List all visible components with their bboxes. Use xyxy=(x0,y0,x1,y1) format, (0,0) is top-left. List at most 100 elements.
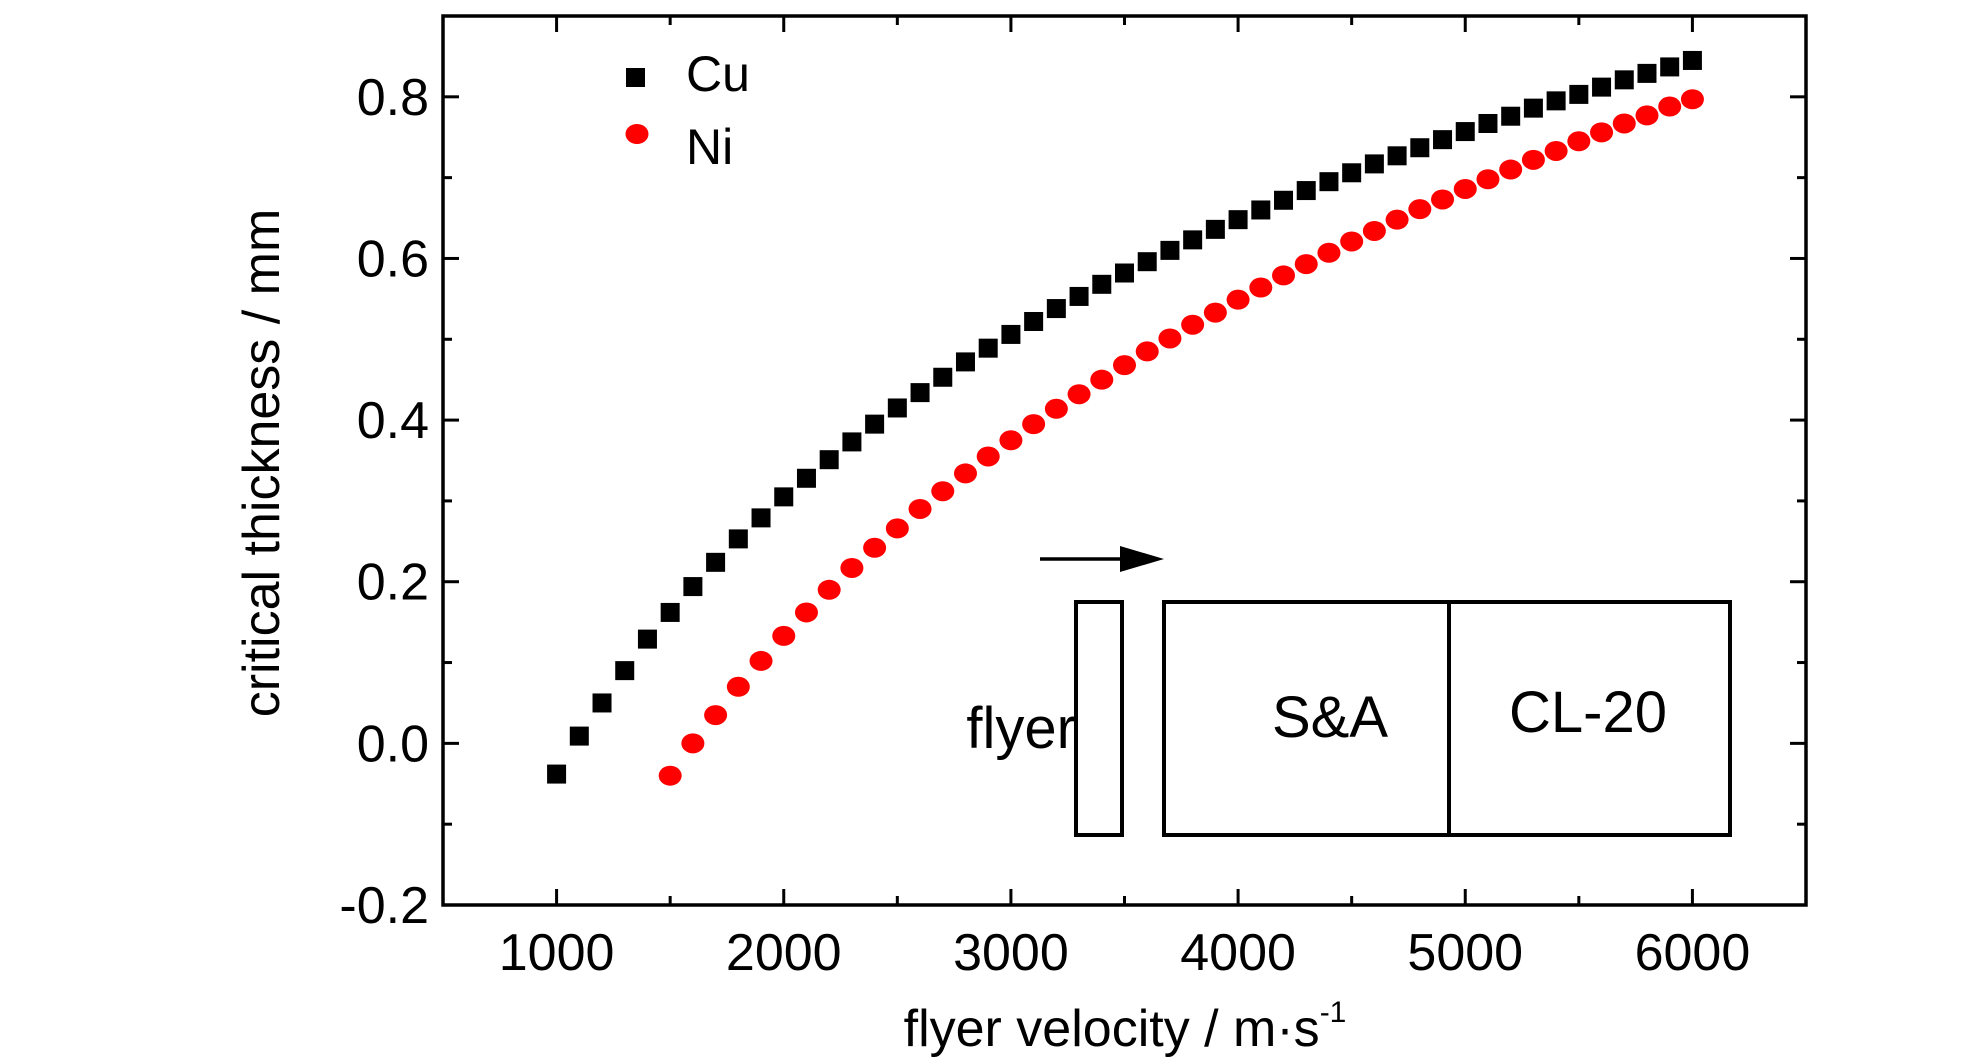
data-point-cu xyxy=(1455,122,1475,142)
data-point-cu xyxy=(728,529,748,549)
data-point-cu xyxy=(751,508,771,528)
data-point-cu xyxy=(1614,70,1634,90)
data-point-ni xyxy=(1612,113,1636,134)
data-point-ni xyxy=(1272,265,1296,286)
data-point-cu xyxy=(1569,84,1589,104)
data-point-ni xyxy=(749,650,773,671)
cl20-box xyxy=(1447,600,1732,837)
flyer-plate xyxy=(1074,600,1124,837)
x-tick-label: 1000 xyxy=(499,924,615,982)
y-tick-label: 0.2 xyxy=(357,554,429,612)
data-point-cu xyxy=(955,352,975,372)
data-point-ni xyxy=(1022,414,1046,435)
data-point-ni xyxy=(1544,140,1568,161)
data-point-cu xyxy=(592,693,612,713)
data-point-cu xyxy=(547,764,567,784)
flyer-label: flyer xyxy=(966,696,1076,761)
data-point-cu xyxy=(615,661,635,681)
data-point-ni xyxy=(794,602,818,623)
data-point-cu xyxy=(1387,146,1407,166)
sa-label: S&A xyxy=(1272,685,1388,750)
data-point-ni xyxy=(863,537,887,558)
data-point-cu xyxy=(1183,230,1203,250)
data-point-ni xyxy=(1590,122,1614,143)
data-point-ni xyxy=(908,498,932,519)
data-point-cu xyxy=(1501,106,1521,126)
data-point-cu xyxy=(819,450,839,470)
y-tick-label: 0.0 xyxy=(357,715,429,773)
data-point-cu xyxy=(1433,130,1453,150)
data-point-ni xyxy=(817,579,841,600)
data-point-cu xyxy=(1046,299,1066,319)
data-point-ni xyxy=(1181,314,1205,335)
data-point-ni xyxy=(976,446,1000,467)
flyer-direction-arrow-head xyxy=(1120,546,1164,572)
data-point-ni xyxy=(1499,159,1523,180)
data-point-cu xyxy=(1024,311,1044,331)
data-point-ni xyxy=(1044,398,1068,419)
data-marks xyxy=(547,50,1704,786)
data-point-ni xyxy=(1090,369,1114,390)
y-tick-label: -0.2 xyxy=(339,877,429,935)
data-point-cu xyxy=(569,726,589,746)
series-ni xyxy=(658,89,1704,786)
data-point-ni xyxy=(1113,355,1136,376)
data-point-ni xyxy=(1567,131,1591,152)
x-tick-label: 2000 xyxy=(726,924,842,982)
data-point-ni xyxy=(840,557,864,578)
data-point-ni xyxy=(1340,231,1364,252)
data-point-ni xyxy=(1453,178,1477,199)
data-point-cu xyxy=(1228,210,1248,230)
data-point-ni xyxy=(1203,302,1227,323)
data-point-cu xyxy=(1069,286,1089,306)
data-point-cu xyxy=(910,383,930,403)
series-cu xyxy=(547,50,1702,784)
y-tick-label: 0.6 xyxy=(357,230,429,288)
data-point-ni xyxy=(1408,199,1432,220)
x-tick-label: 3000 xyxy=(953,924,1069,982)
x-tick-label: 4000 xyxy=(1180,924,1296,982)
data-point-ni xyxy=(704,705,728,726)
data-point-cu xyxy=(796,468,816,488)
data-point-ni xyxy=(1385,209,1409,230)
axes: 1000 2000 3000 4000 5000 6000 -0.2 0.0 0.2 0.4 0.6… xyxy=(233,14,1808,1058)
data-point-ni xyxy=(1158,328,1182,349)
legend-label-ni: Ni xyxy=(686,119,733,175)
x-tick-label: 6000 xyxy=(1635,924,1751,982)
data-point-cu xyxy=(1251,200,1271,220)
data-point-ni xyxy=(1476,169,1500,190)
data-point-ni xyxy=(772,625,796,646)
inset-diagram: flyer S&A CL-20 xyxy=(966,546,1732,837)
data-point-cu xyxy=(1205,219,1225,239)
data-point-cu xyxy=(706,552,726,572)
data-point-cu xyxy=(683,577,703,597)
x-axis-title: flyer velocity / m·s-1 xyxy=(904,996,1347,1058)
data-point-cu xyxy=(1478,113,1498,133)
data-point-cu xyxy=(1592,77,1612,97)
data-point-cu xyxy=(1342,163,1362,183)
data-point-ni xyxy=(726,676,750,697)
data-point-cu xyxy=(1546,91,1566,111)
data-point-cu xyxy=(978,338,998,358)
legend-label-cu: Cu xyxy=(686,46,750,102)
data-point-ni xyxy=(1521,149,1545,170)
y-tick-label: 0.8 xyxy=(357,69,429,127)
cl20-label: CL-20 xyxy=(1509,680,1667,745)
data-point-cu xyxy=(842,432,862,452)
legend-marker-ni xyxy=(625,124,649,144)
data-point-cu xyxy=(1660,57,1680,77)
data-point-ni xyxy=(931,481,955,502)
data-point-cu xyxy=(1092,274,1112,294)
data-point-ni xyxy=(1067,384,1091,405)
data-point-cu xyxy=(637,629,657,649)
data-point-cu xyxy=(774,487,794,507)
data-point-ni xyxy=(1431,189,1455,210)
legend-marker-cu xyxy=(626,68,645,87)
x-axis-title-text: flyer velocity / m·s xyxy=(904,1000,1320,1058)
data-point-cu xyxy=(1001,324,1021,344)
y-tick-label: 0.4 xyxy=(357,392,429,450)
data-point-cu xyxy=(933,367,953,387)
data-point-cu xyxy=(865,414,885,434)
data-point-ni xyxy=(1135,341,1159,362)
data-point-cu xyxy=(1296,181,1316,201)
